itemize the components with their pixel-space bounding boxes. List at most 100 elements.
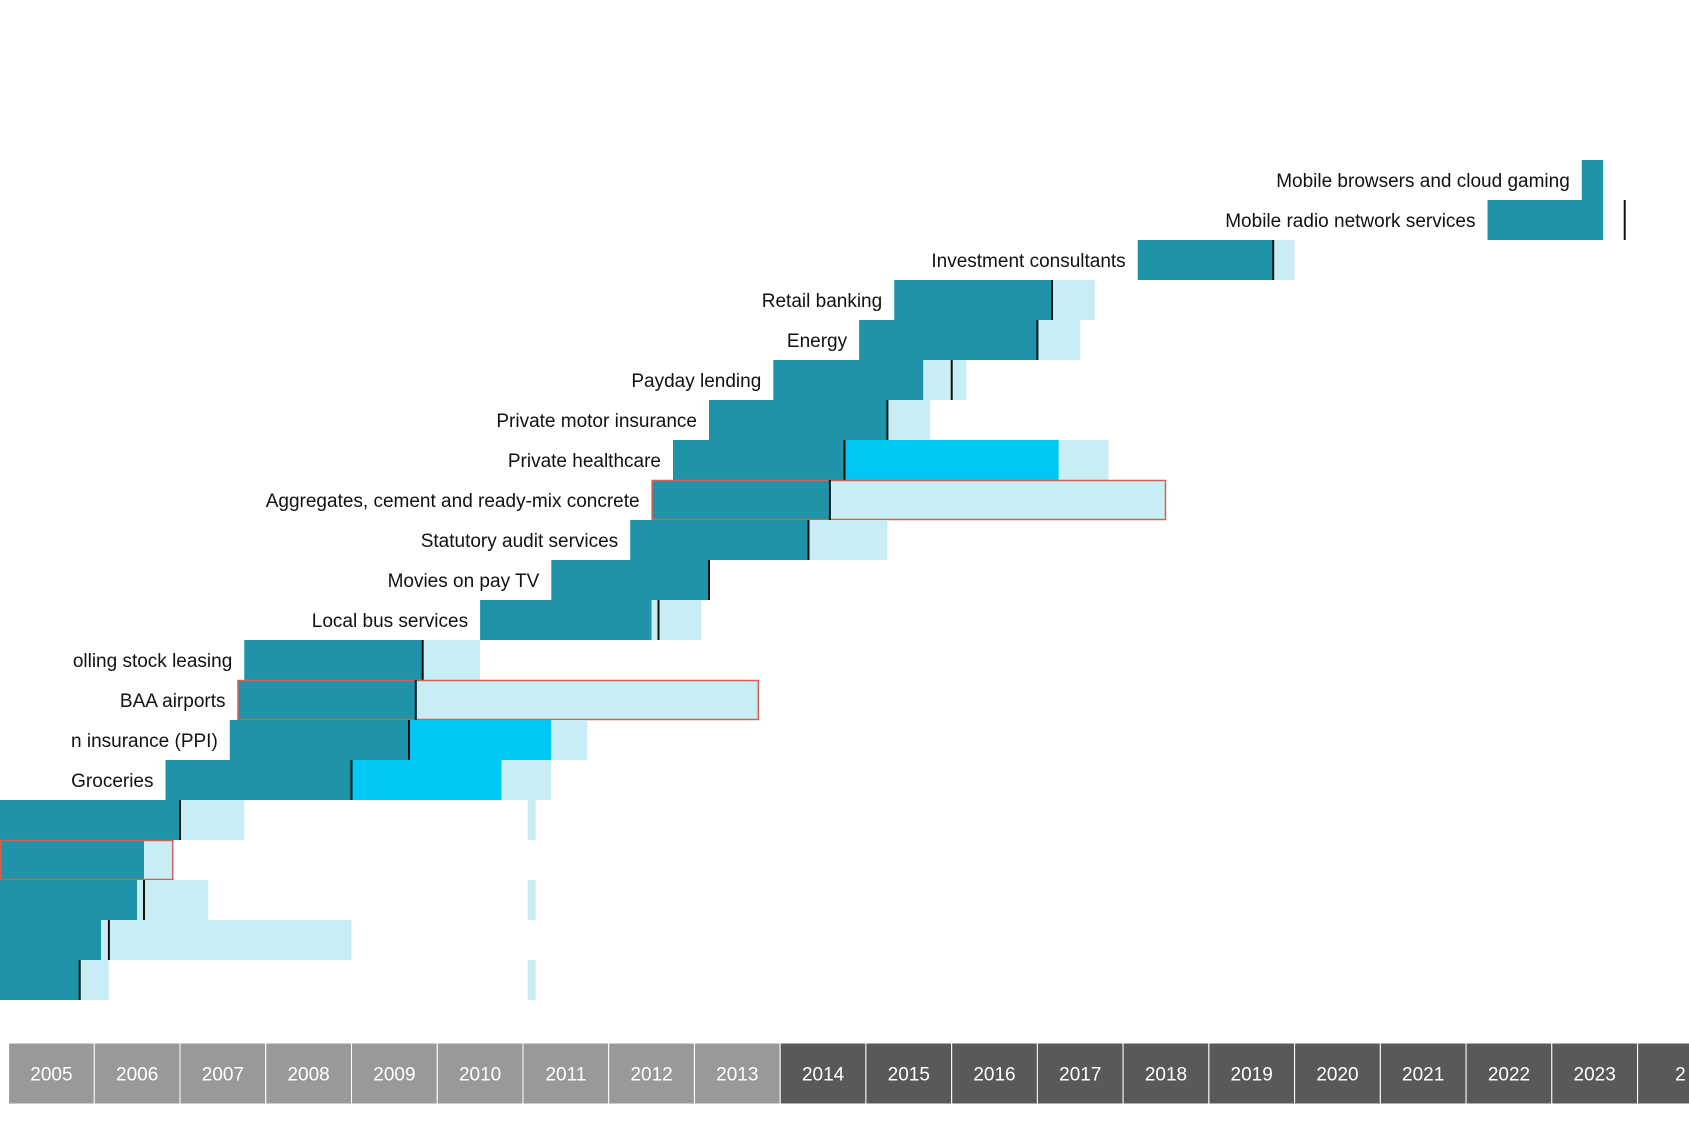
bar-outline-8 bbox=[651, 479, 1167, 521]
bar-review-2-1 bbox=[1273, 240, 1295, 280]
task-label-3: Retail banking bbox=[762, 291, 882, 312]
bar-investigation-9-0 bbox=[630, 520, 809, 560]
bar-investigation-12-0 bbox=[244, 640, 423, 680]
task-label-5: Payday lending bbox=[631, 371, 761, 392]
bar-investigation-19-0 bbox=[0, 920, 102, 960]
year-cell-2014 bbox=[779, 1042, 867, 1105]
bar-review-6-1 bbox=[887, 400, 931, 440]
bar-investigation-11-0 bbox=[480, 600, 652, 640]
task-label-9: Statutory audit services bbox=[421, 531, 618, 552]
bar-investigation-18-0 bbox=[0, 880, 138, 920]
bar-investigation-3-0 bbox=[894, 280, 1052, 320]
year-tick-2014: 2014 bbox=[802, 1065, 845, 1086]
year-tick-2016: 2016 bbox=[973, 1065, 1015, 1086]
bar-investigation-4-0 bbox=[859, 320, 1038, 360]
bar-review-3-1 bbox=[1052, 280, 1095, 320]
year-cell-2006 bbox=[93, 1042, 181, 1105]
year-tick-2010: 2010 bbox=[459, 1065, 501, 1086]
year-cell-2017 bbox=[1036, 1042, 1124, 1105]
year-tick-2015: 2015 bbox=[888, 1065, 930, 1086]
year-cell-2018 bbox=[1122, 1042, 1210, 1105]
year-tick-2006: 2006 bbox=[116, 1065, 158, 1086]
year-cell-2019 bbox=[1208, 1042, 1296, 1105]
year-tick-2022: 2022 bbox=[1488, 1065, 1530, 1086]
year-cell-2013 bbox=[694, 1042, 781, 1105]
year-tick-2012: 2012 bbox=[630, 1065, 672, 1086]
task-label-10: Movies on pay TV bbox=[388, 571, 540, 592]
bar-remedy-7-1 bbox=[844, 440, 1059, 480]
task-label-4: Energy bbox=[787, 331, 848, 352]
reference-dash-1 bbox=[527, 880, 536, 920]
bar-review-5-1 bbox=[923, 360, 967, 400]
year-cell-2016 bbox=[951, 1042, 1038, 1105]
bar-review-7-2 bbox=[1058, 440, 1109, 480]
bar-investigation-6-0 bbox=[709, 400, 888, 440]
bar-investigation-17-0 bbox=[0, 840, 144, 880]
year-axis: 2005 2006 2007 2008 2009 2010 2011 2012 2013 2014… bbox=[8, 1042, 1689, 1105]
year-cell-2021 bbox=[1379, 1042, 1467, 1105]
bar-review-19-1 bbox=[101, 920, 352, 960]
task-label-7: Private healthcare bbox=[508, 451, 661, 472]
bar-outline-13 bbox=[237, 679, 760, 721]
bar-review-4-1 bbox=[1037, 320, 1081, 360]
bar-review-12-1 bbox=[422, 640, 481, 680]
task-label-14: n insurance (PPI) bbox=[71, 731, 218, 752]
bar-investigation-1-0 bbox=[1487, 200, 1604, 240]
year-tick-2017: 2017 bbox=[1059, 1065, 1101, 1086]
year-tick-2008: 2008 bbox=[287, 1065, 329, 1086]
task-label-8: Aggregates, cement and ready-mix concret… bbox=[266, 491, 640, 512]
year-tick-2023: 2023 bbox=[1574, 1065, 1616, 1086]
bar-investigation-15-0 bbox=[165, 760, 352, 800]
task-label-1: Mobile radio network services bbox=[1225, 211, 1475, 232]
bar-review-16-1 bbox=[180, 800, 245, 840]
year-tick-2011: 2011 bbox=[545, 1065, 586, 1086]
year-cell-2024 bbox=[1637, 1042, 1689, 1105]
year-tick-2018: 2018 bbox=[1145, 1065, 1187, 1086]
bar-review-17-1 bbox=[144, 840, 174, 880]
year-tick-2009: 2009 bbox=[373, 1065, 415, 1086]
year-cell-2023 bbox=[1551, 1042, 1639, 1105]
year-tick-2020: 2020 bbox=[1316, 1065, 1358, 1086]
year-tick-2024: 2 bbox=[1675, 1065, 1686, 1086]
year-cell-2022 bbox=[1465, 1042, 1553, 1105]
year-cell-2011 bbox=[522, 1042, 610, 1105]
bar-remedy-14-1 bbox=[409, 720, 552, 760]
bar-review-9-1 bbox=[808, 520, 888, 560]
year-tick-2021: 2021 bbox=[1402, 1065, 1444, 1086]
year-tick-2007: 2007 bbox=[202, 1065, 244, 1086]
bar-investigation-13-0 bbox=[237, 680, 416, 720]
reference-dash-0 bbox=[527, 800, 536, 840]
bar-investigation-0-0 bbox=[1581, 160, 1604, 200]
bar-review-18-1 bbox=[137, 880, 209, 920]
bar-review-13-1 bbox=[415, 680, 759, 720]
bar-investigation-2-0 bbox=[1137, 240, 1274, 280]
bar-review-15-2 bbox=[501, 760, 552, 800]
bar-review-11-1 bbox=[651, 600, 702, 640]
task-label-11: Local bus services bbox=[312, 611, 468, 632]
bar-review-14-2 bbox=[551, 720, 588, 760]
bar-investigation-14-0 bbox=[229, 720, 409, 760]
year-cell-2009 bbox=[351, 1042, 438, 1105]
bar-investigation-20-0 bbox=[0, 960, 80, 1000]
bar-review-20-1 bbox=[79, 960, 109, 1000]
year-tick-2013: 2013 bbox=[716, 1065, 758, 1086]
bar-investigation-5-0 bbox=[773, 360, 924, 400]
task-label-12: olling stock leasing bbox=[73, 651, 232, 672]
bar-investigation-7-0 bbox=[673, 440, 845, 480]
year-cell-2020 bbox=[1294, 1042, 1381, 1105]
bar-investigation-8-0 bbox=[651, 480, 830, 520]
bar-outline-17 bbox=[0, 839, 174, 881]
task-label-0: Mobile browsers and cloud gaming bbox=[1276, 171, 1570, 192]
task-label-13: BAA airports bbox=[120, 691, 226, 712]
year-tick-2005: 2005 bbox=[30, 1065, 72, 1086]
reference-dash-2 bbox=[527, 960, 536, 1000]
year-cell-2012 bbox=[608, 1042, 695, 1105]
year-tick-2019: 2019 bbox=[1231, 1065, 1273, 1086]
task-label-6: Private motor insurance bbox=[496, 411, 697, 432]
labels-layer: Mobile browsers and cloud gaming Mobile r… bbox=[71, 171, 1570, 792]
bar-investigation-10-0 bbox=[551, 560, 710, 600]
year-cell-2008 bbox=[265, 1042, 352, 1105]
task-label-15: Groceries bbox=[71, 771, 153, 792]
year-cell-2015 bbox=[865, 1042, 953, 1105]
